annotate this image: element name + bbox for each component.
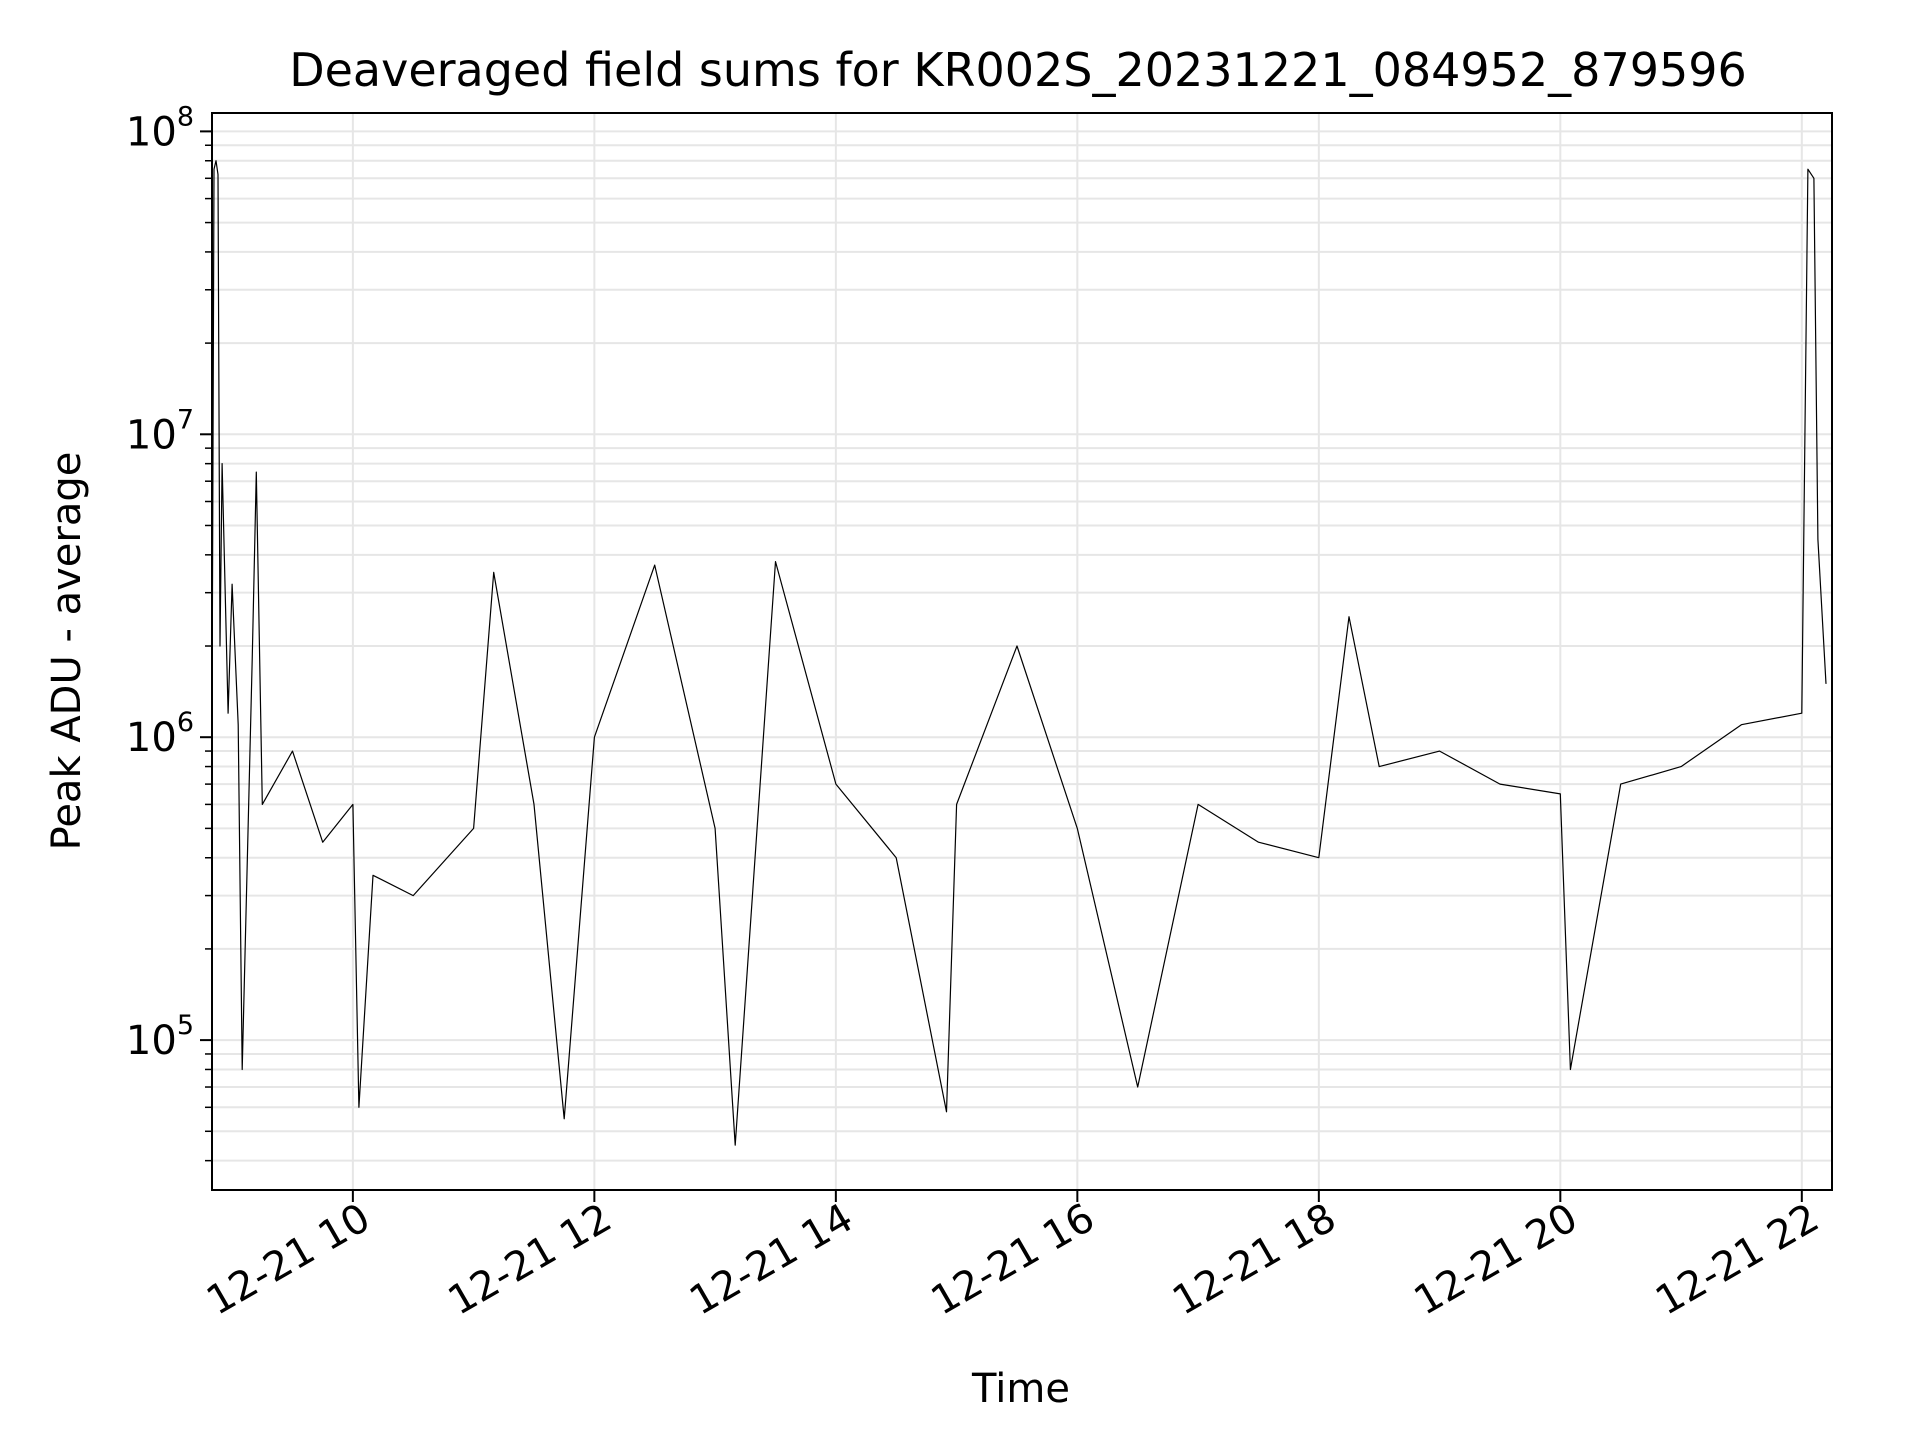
y-tick-label: 106 (126, 707, 194, 761)
y-axis: 105 106 107 108 (126, 101, 212, 1162)
y-tick-label: 105 (126, 1010, 194, 1064)
chart-title: Deaveraged field sums for KR002S_2023122… (289, 43, 1747, 97)
y-axis-label: Peak ADU - average (44, 452, 90, 851)
y-major-gridlines (212, 130, 1832, 1042)
y-minor-gridlines (212, 144, 1832, 1162)
y-tick-label: 107 (126, 404, 194, 458)
y-tick-label: 108 (126, 101, 194, 155)
x-axis-label: Time (971, 1366, 1070, 1412)
series-line (211, 160, 1827, 1146)
plot-frame (211, 112, 1833, 1191)
x-gridlines (351, 113, 1803, 1190)
